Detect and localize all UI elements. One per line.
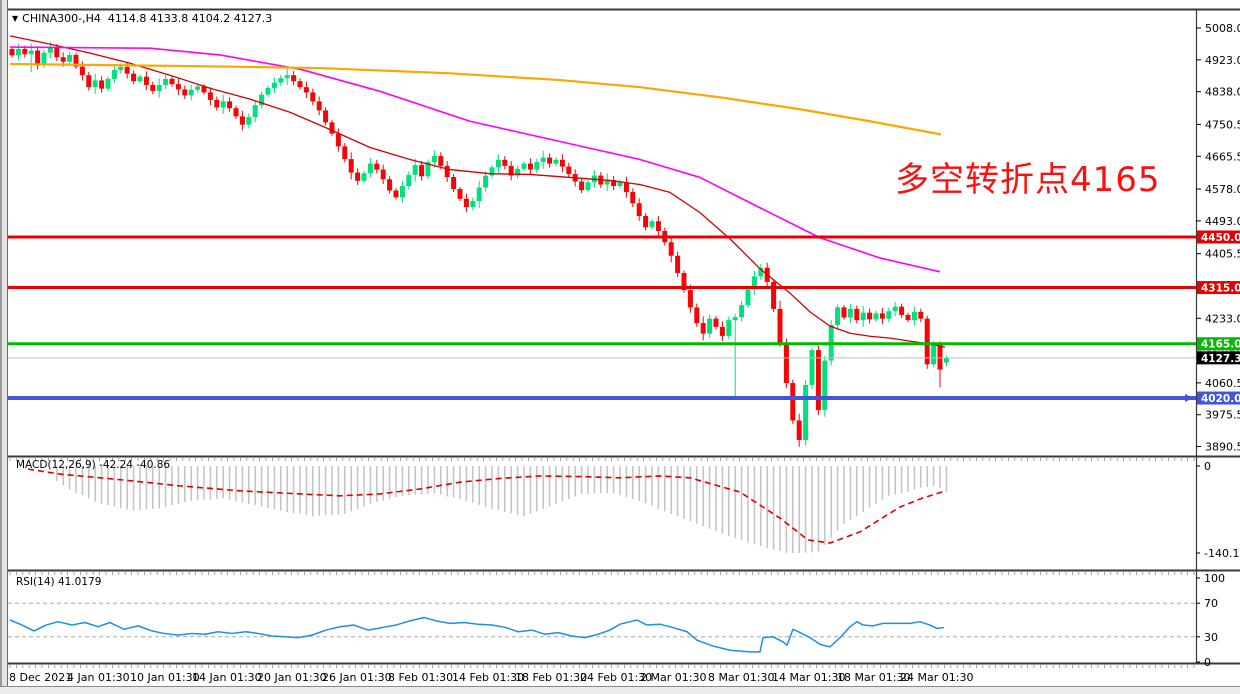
rsi-levels	[8, 602, 1196, 638]
time-axis-label: 4 Jan 01:30	[67, 671, 130, 684]
rsi-axis-label: 100	[1204, 572, 1225, 585]
chart-dropdown-icon[interactable]: ▼	[12, 14, 19, 23]
candles-layer	[9, 42, 949, 447]
ma-fast-red	[9, 35, 946, 348]
macd-signal-line	[27, 468, 945, 544]
window-bottom-border	[0, 686, 1240, 694]
time-axis-label: 8 Mar 01:30	[708, 671, 774, 684]
horizontal-levels	[8, 235, 1196, 403]
time-axis-label: 14 Mar 01:30	[772, 671, 845, 684]
price-tick-label: 3890.5	[1205, 441, 1240, 454]
price-tick-label: 4578.0	[1205, 183, 1240, 196]
time-axis-label: 14 Jan 01:30	[192, 671, 262, 684]
time-axis-label: 8 Feb 01:30	[388, 671, 453, 684]
rsi-axis-label: 0	[1204, 656, 1211, 669]
price-tick-label: 5008.0	[1205, 22, 1240, 35]
window-left-border	[0, 0, 8, 694]
price-tick-label: 4750.5	[1205, 118, 1240, 131]
macd-axis-label: 0	[1204, 460, 1211, 473]
price-badge-4315.0: 4315.0	[1201, 283, 1240, 295]
price-badge-4165.0: 4165.0	[1201, 339, 1240, 351]
time-axis-label: 18 Mar 01:30	[837, 671, 910, 684]
rsi-indicator-label: RSI(14) 41.0179	[16, 576, 102, 588]
time-axis-label: 20 Jan 01:30	[257, 671, 327, 684]
time-axis-label: 26 Jan 01:30	[322, 671, 392, 684]
price-tick-label: 4405.5	[1205, 248, 1240, 261]
price-tick-label: 4060.5	[1205, 377, 1240, 390]
symbol-ohlc-text: CHINA300-,H4 4114.8 4133.8 4104.2 4127.3	[22, 12, 273, 25]
price-tick-label: 4923.0	[1205, 54, 1240, 67]
price-tick-label: 4493.0	[1205, 215, 1240, 228]
chart-annotation-text: 多空转折点4165	[895, 160, 1161, 200]
panel-frame	[0, 8, 1240, 668]
time-axis-label: 14 Feb 01:30	[452, 671, 524, 684]
price-tick-label: 4665.5	[1205, 150, 1240, 163]
time-axis-label: 2 Mar 01:30	[640, 671, 706, 684]
price-badge-4450.0: 4450.0	[1201, 232, 1240, 244]
price-axis: 5008.0 4923.0 4838.0 4750.5 4665.5 4578.0 4493…	[1196, 22, 1240, 454]
time-axis-label: 28 Dec 2021	[2, 671, 72, 684]
price-tick-label: 4838.0	[1205, 86, 1240, 99]
price-badge-4127.3: 4127.3	[1201, 353, 1240, 365]
macd-axis: 0 -140.11	[1196, 460, 1240, 560]
price-badge-4020.0: 4020.0	[1201, 393, 1240, 405]
macd-histogram	[55, 466, 948, 554]
blue-line-arrow-icon	[1185, 394, 1193, 403]
time-axis-label: 18 Feb 01:30	[515, 671, 587, 684]
ma-slow-orange	[9, 62, 942, 136]
price-tick-label: 3975.5	[1205, 409, 1240, 422]
macd-axis-label: -140.11	[1204, 547, 1240, 560]
time-axis-label: 10 Jan 01:30	[130, 671, 200, 684]
rsi-axis-label: 30	[1204, 631, 1218, 644]
time-axis-label: 24 Mar 01:30	[900, 671, 973, 684]
price-tick-label: 4233.0	[1205, 312, 1240, 325]
rsi-axis-label: 70	[1204, 597, 1218, 610]
symbol-ohlc-label: ▼ CHINA300-,H4 4114.8 4133.8 4104.2 4127.…	[12, 12, 272, 25]
rsi-line	[9, 616, 945, 653]
macd-indicator-label: MACD(12,26,9) -42.24 -40.86	[16, 459, 171, 471]
rsi-axis: 100 70 30 0	[1196, 572, 1225, 669]
time-axis-label: 24 Feb 01:30	[580, 671, 652, 684]
